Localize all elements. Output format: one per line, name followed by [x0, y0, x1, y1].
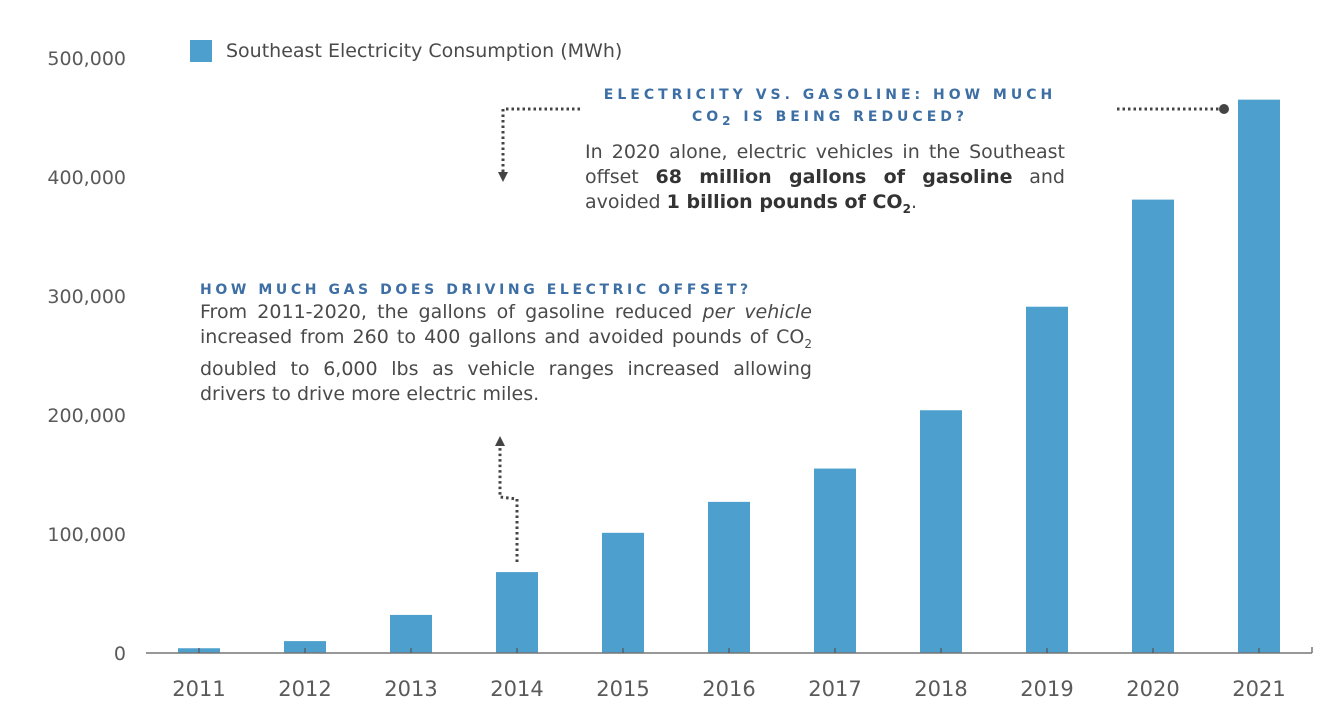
- annotation-title-line2: CO2 IS BEING REDUCED?: [575, 106, 1085, 132]
- body-bold-text: 1 billion pounds of CO2: [666, 190, 911, 216]
- connector-lower: [498, 446, 519, 562]
- y-tick-label: 100,000: [47, 524, 126, 546]
- x-tick-label: 2017: [808, 677, 861, 701]
- bar-2015: [602, 532, 644, 653]
- body-bold-text: 68 million gallons of gasoline: [655, 165, 1013, 188]
- bar-2014: [496, 572, 538, 653]
- title-text: IS BEING REDUCED?: [734, 109, 969, 125]
- connector-dot-icon: [1219, 104, 1229, 114]
- bar-2012: [284, 641, 326, 653]
- body-subscript: 2: [902, 201, 911, 216]
- bar-2016: [708, 501, 750, 653]
- x-tick-label: 2015: [596, 677, 649, 701]
- bar-2020: [1132, 199, 1174, 654]
- y-tick-label: 300,000: [47, 286, 126, 308]
- annotation-connectors: [495, 104, 1229, 562]
- x-tick-label: 2011: [172, 677, 225, 701]
- y-tick-label: 500,000: [47, 48, 126, 70]
- y-tick-label: 0: [114, 643, 126, 665]
- title-text: CO: [691, 109, 723, 125]
- x-tick-label: 2013: [384, 677, 437, 701]
- y-axis: 0 100,000 200,000 300,000 400,000 500,000: [47, 48, 126, 665]
- legend-label: Southeast Electricity Consumption (MWh): [226, 40, 623, 62]
- body-text: and avoided: [585, 165, 1065, 213]
- bar-2021: [1238, 99, 1280, 653]
- bar-2018: [920, 410, 962, 653]
- annotation-title: HOW MUCH GAS DOES DRIVING ELECTRIC OFFSE…: [200, 282, 752, 298]
- arrow-up-icon: [495, 436, 505, 446]
- x-tick-label: 2019: [1020, 677, 1073, 701]
- bar-2017: [814, 468, 856, 653]
- y-tick-label: 400,000: [47, 167, 126, 189]
- body-text: .: [910, 190, 917, 213]
- x-tick-label: 2018: [914, 677, 967, 701]
- body-text: From 2011-2020, the gallons of gasoline …: [200, 301, 703, 323]
- x-tick-label: 2012: [278, 677, 331, 701]
- annotation-gas-offset: HOW MUCH GAS DOES DRIVING ELECTRIC OFFSE…: [200, 280, 820, 407]
- annotation-title: ELECTRICITY VS. GASOLINE: HOW MUCH CO2 I…: [575, 84, 1085, 132]
- x-axis: 2011 2012 2013 2014 2015 2016 2017 2018 2019 2020…: [146, 647, 1313, 701]
- bar-2019: [1026, 306, 1068, 653]
- bars: [178, 99, 1280, 654]
- x-tick-label: 2021: [1232, 677, 1285, 701]
- annotation-co2-reduced: ELECTRICITY VS. GASOLINE: HOW MUCH CO2 I…: [575, 84, 1085, 222]
- title-subscript: 2: [722, 113, 735, 128]
- body-subscript: 2: [804, 336, 812, 351]
- body-italic-text: per: [702, 301, 735, 323]
- body-bold-span: 1 billion pounds of CO: [666, 190, 903, 213]
- bar-2013: [390, 614, 432, 653]
- legend-swatch: [190, 40, 212, 62]
- legend: Southeast Electricity Consumption (MWh): [190, 40, 622, 62]
- body-italic-text: vehicle: [744, 301, 812, 323]
- x-tick-label: 2020: [1126, 677, 1179, 701]
- body-text: In 2020 alone, electric vehicles in the …: [585, 140, 1065, 188]
- annotation-body: In 2020 alone, electric vehicles in the …: [585, 140, 1065, 222]
- body-text: increased from 260 to 400 gallons and av…: [200, 326, 805, 348]
- y-tick-label: 200,000: [47, 405, 126, 427]
- body-text: doubled to 6,000 lbs as vehicle ranges i…: [200, 357, 812, 405]
- x-tick-label: 2016: [702, 677, 755, 701]
- body-text: [734, 301, 744, 323]
- arrow-down-icon: [498, 172, 508, 182]
- annotation-title-line1: ELECTRICITY VS. GASOLINE: HOW MUCH: [603, 87, 1057, 103]
- x-tick-label: 2014: [490, 677, 543, 701]
- annotation-body: From 2011-2020, the gallons of gasoline …: [200, 300, 812, 407]
- connector-upper-left: [501, 107, 580, 172]
